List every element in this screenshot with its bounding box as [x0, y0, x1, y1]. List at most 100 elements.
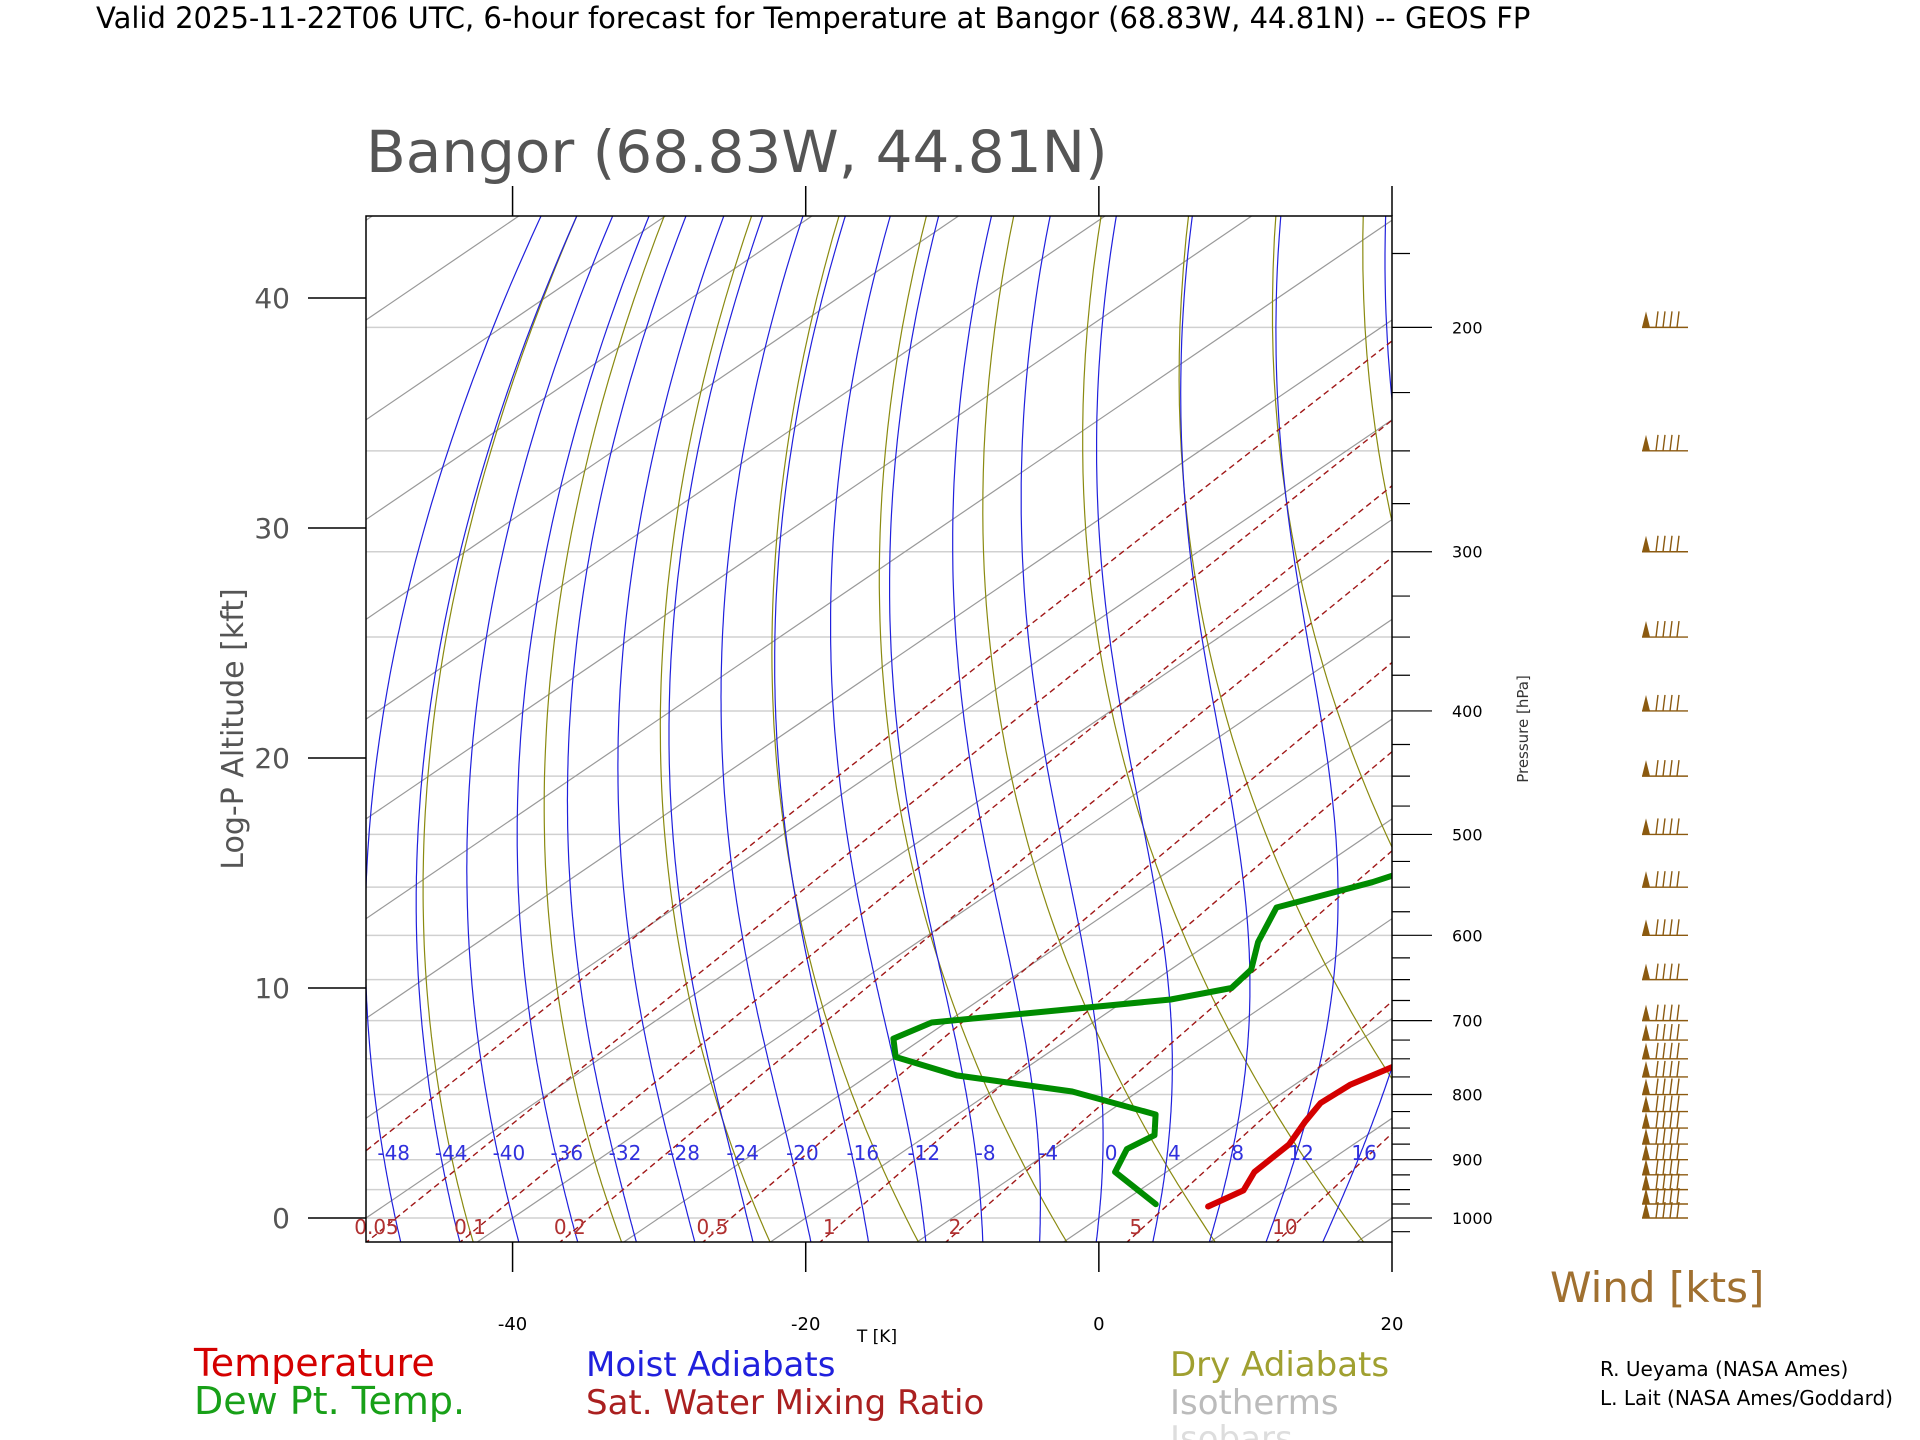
moist-adiabat--16: [774, 216, 870, 1242]
dry-adiabat-350: [1624, 204, 1920, 1245]
wind-barb-feather-200-3: [1676, 311, 1680, 328]
wind-barb-925: [1642, 1158, 1688, 1176]
isotherm--140: [366, 216, 520, 321]
y-tick-label-0: 0: [272, 1202, 290, 1235]
moist-adiabat--36: [516, 216, 650, 1242]
profile-temperature: [1205, 1063, 1392, 1210]
wind-barb-feather-875-0: [1655, 1128, 1659, 1145]
mixing-ratio-label-5: 5: [1130, 1215, 1143, 1239]
wind-barb-feather-775-3: [1676, 1060, 1680, 1078]
wind-barb-feather-1000-3: [1676, 1201, 1680, 1219]
isotherm--160: [0, 216, 226, 1242]
isotherm--150: [366, 216, 373, 221]
wind-barb-feather-900-3: [1676, 1143, 1680, 1160]
wind-barb-pennant-250: [1642, 434, 1650, 451]
wind-barb-feather-450-0: [1655, 760, 1659, 777]
wind-barb-pennant-650: [1642, 963, 1650, 980]
isotherm-10: [1209, 1117, 1392, 1242]
wind-barb-feather-825-1: [1662, 1095, 1666, 1112]
wind-barb-feather-850-0: [1655, 1111, 1659, 1129]
mixing-ratio-label-10: 10: [1272, 1215, 1297, 1239]
wind-barb-feather-875-2: [1669, 1128, 1673, 1145]
legend-temperature: Temperature: [193, 1341, 435, 1385]
wind-barb-feather-925-3: [1676, 1158, 1680, 1175]
isotherm--40: [476, 618, 1392, 1242]
mixing-ratio-80: [1777, 0, 1920, 1250]
wind-barb-350: [1642, 620, 1688, 638]
wind-barb-feather-825-0: [1655, 1095, 1659, 1112]
wind-barb-feather-300-0: [1655, 535, 1659, 552]
wind-barb-feather-350-2: [1669, 620, 1673, 638]
wind-barb-feather-975-0: [1655, 1187, 1659, 1205]
wind-barb-feather-500-3: [1676, 818, 1680, 835]
wind-barb-feather-600-0: [1655, 919, 1659, 936]
moist-adiabat--48: [366, 216, 542, 1242]
mixing-ratio-2: [944, 849, 1392, 1242]
wind-barb-feather-650-3: [1676, 963, 1680, 980]
legend-dewpoint: Dew Pt. Temp.: [194, 1379, 465, 1423]
wind-barb-feather-200-2: [1669, 311, 1673, 328]
p-tick-label-200: 200: [1452, 318, 1483, 337]
moist-adiabat-label-8: 8: [1231, 1141, 1244, 1165]
isotherm-40: [1650, 216, 1920, 1242]
y-tick-label-40: 40: [254, 282, 290, 315]
wind-barb-975: [1642, 1187, 1688, 1205]
mixing-ratio-20: [1428, 0, 1920, 1250]
credit-line-1: R. Ueyama (NASA Ames): [1600, 1357, 1848, 1381]
wind-barb-feather-750-3: [1676, 1042, 1680, 1059]
wind-barb-feather-750-1: [1662, 1042, 1666, 1059]
wind-barb-feather-700-0: [1655, 1004, 1659, 1021]
wind-barb-feather-350-3: [1676, 620, 1680, 638]
wind-barb-feather-975-3: [1676, 1187, 1680, 1205]
wind-barb-feather-950-3: [1676, 1173, 1680, 1190]
wind-barb-feather-700-3: [1676, 1004, 1680, 1021]
wind-barb-feather-500-0: [1655, 818, 1659, 835]
wind-barb-feather-825-2: [1669, 1095, 1673, 1112]
wind-barb-feather-300-1: [1662, 535, 1666, 552]
wind-barb-feather-400-2: [1669, 694, 1673, 712]
mixing-ratio-label-1: 1: [823, 1215, 836, 1239]
wind-barb-feather-200-1: [1662, 311, 1666, 328]
moist-adiabat--4: [952, 216, 1041, 1242]
moist-adiabat--12: [830, 216, 927, 1242]
moist-adiabat-label--40: -40: [493, 1141, 526, 1165]
mixing-ratio-0.2: [559, 556, 1392, 1242]
wind-barb-feather-250-0: [1655, 434, 1659, 451]
wind-barb-feather-800-3: [1676, 1078, 1680, 1095]
moist-adiabat--32: [566, 216, 687, 1242]
wind-barb-pennant-600: [1642, 919, 1650, 936]
moist-adiabat--44: [415, 216, 578, 1242]
wind-barb-pennant-350: [1642, 621, 1650, 638]
mixing-ratio-0.1: [459, 484, 1392, 1242]
wind-barb-pennant-950: [1642, 1173, 1650, 1190]
wind-barb-feather-500-2: [1669, 818, 1673, 835]
wind-barb-feather-800-2: [1669, 1078, 1673, 1095]
wind-barb-pennant-850: [1642, 1112, 1650, 1129]
legend-isobars: Isobars: [1170, 1419, 1293, 1440]
plot-frame: [365, 215, 1393, 1243]
wind-barb-feather-950-0: [1655, 1173, 1659, 1190]
moist-adiabat-label--48: -48: [377, 1141, 410, 1165]
wind-barb-feather-350-0: [1655, 620, 1659, 638]
dry-adiabat-240: [543, 216, 665, 1242]
isotherm-20: [1356, 1217, 1392, 1242]
wind-barb-feather-850-1: [1662, 1111, 1666, 1129]
moist-adiabat--8: [889, 216, 984, 1242]
y-tick-label-10: 10: [254, 972, 290, 1005]
mixing-ratio-10: [1275, 1132, 1392, 1242]
wind-barb-pennant-550: [1642, 871, 1650, 888]
p-tick-label-1000: 1000: [1452, 1209, 1493, 1228]
isotherm--80: [366, 219, 1392, 920]
wind-barb-feather-775-0: [1655, 1060, 1659, 1078]
isotherm-lines: [0, 216, 1920, 1242]
wind-barb-1000: [1642, 1201, 1688, 1219]
wind-barb-feather-725-3: [1676, 1023, 1680, 1041]
dry-adiabat-360: [1711, 204, 1920, 1245]
moist-adiabat--20: [720, 216, 812, 1242]
x-axis-label: T [K]: [856, 1327, 897, 1347]
wind-barb-pennant-725: [1642, 1024, 1650, 1041]
wind-barb-200: [1642, 311, 1688, 329]
wind-barb-feather-975-1: [1662, 1187, 1666, 1205]
sounding-profiles: [890, 872, 1392, 1210]
legend-mixing-ratio: Sat. Water Mixing Ratio: [586, 1383, 984, 1423]
